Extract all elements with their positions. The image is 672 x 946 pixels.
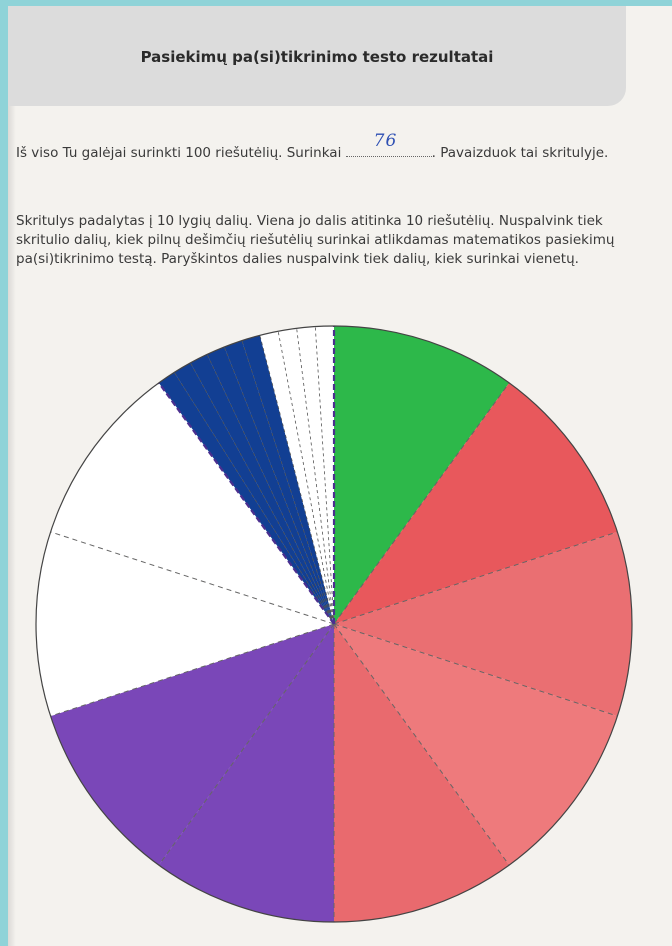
part-divider — [50, 623, 335, 717]
unit-subpart-filled — [158, 372, 334, 624]
fraction-circle-svg — [35, 325, 633, 923]
unit-divider — [314, 326, 335, 625]
part-divider — [158, 623, 335, 866]
unit-subpart-filled — [174, 362, 334, 624]
circle-sector — [334, 624, 510, 922]
circle-sector — [334, 382, 618, 624]
circle-sector — [50, 624, 335, 866]
unit-subpart-filled — [241, 335, 334, 624]
unit-divider — [296, 328, 335, 625]
instruction-paragraph: Skritulys padalytas į 10 lygių dalių. Vi… — [16, 213, 615, 267]
circle-sector — [334, 624, 618, 866]
page-title: Pasiekimų pa(si)tikrinimo testo rezultat… — [140, 48, 494, 66]
part-divider — [333, 623, 510, 866]
unit-divider — [241, 340, 335, 625]
circle-outline — [35, 325, 633, 923]
question-text-start: Iš viso Tu galėjai surinkti 100 riešutėl… — [16, 145, 342, 161]
part-divider — [333, 623, 618, 717]
unit-divider — [190, 362, 335, 625]
part-divider — [333, 531, 618, 625]
unit-subpart-empty — [259, 331, 334, 624]
circle-sector — [334, 531, 632, 717]
emphasized-part-border — [157, 382, 335, 625]
unit-subpart-filled — [190, 354, 334, 624]
question-paragraph: Iš viso Tu galėjai surinkti 100 riešutėl… — [16, 132, 636, 163]
circle-sector — [36, 531, 334, 717]
part-divider — [333, 382, 510, 625]
header-band: Pasiekimų pa(si)tikrinimo testo rezultat… — [8, 6, 626, 106]
page-fold-shadow — [8, 6, 16, 946]
question-text-end: . Pavaizduok tai skritulyje. — [431, 145, 609, 161]
circle-sector — [50, 382, 335, 624]
unit-divider — [277, 331, 335, 625]
part-divider — [50, 531, 335, 625]
unit-divider — [173, 372, 335, 625]
unit-subpart-filled — [207, 346, 334, 624]
unit-subpart-filled — [224, 340, 334, 624]
unit-divider — [223, 346, 335, 625]
unit-divider — [206, 354, 335, 625]
circle-sector — [334, 326, 510, 624]
circle-sector — [158, 624, 334, 922]
unit-divider — [259, 335, 335, 625]
answer-blank[interactable]: 76 — [345, 132, 432, 157]
handwritten-answer: 76 — [373, 131, 398, 151]
workbook-page: Pasiekimų pa(si)tikrinimo testo rezultat… — [8, 6, 672, 946]
fraction-circle — [16, 306, 656, 946]
